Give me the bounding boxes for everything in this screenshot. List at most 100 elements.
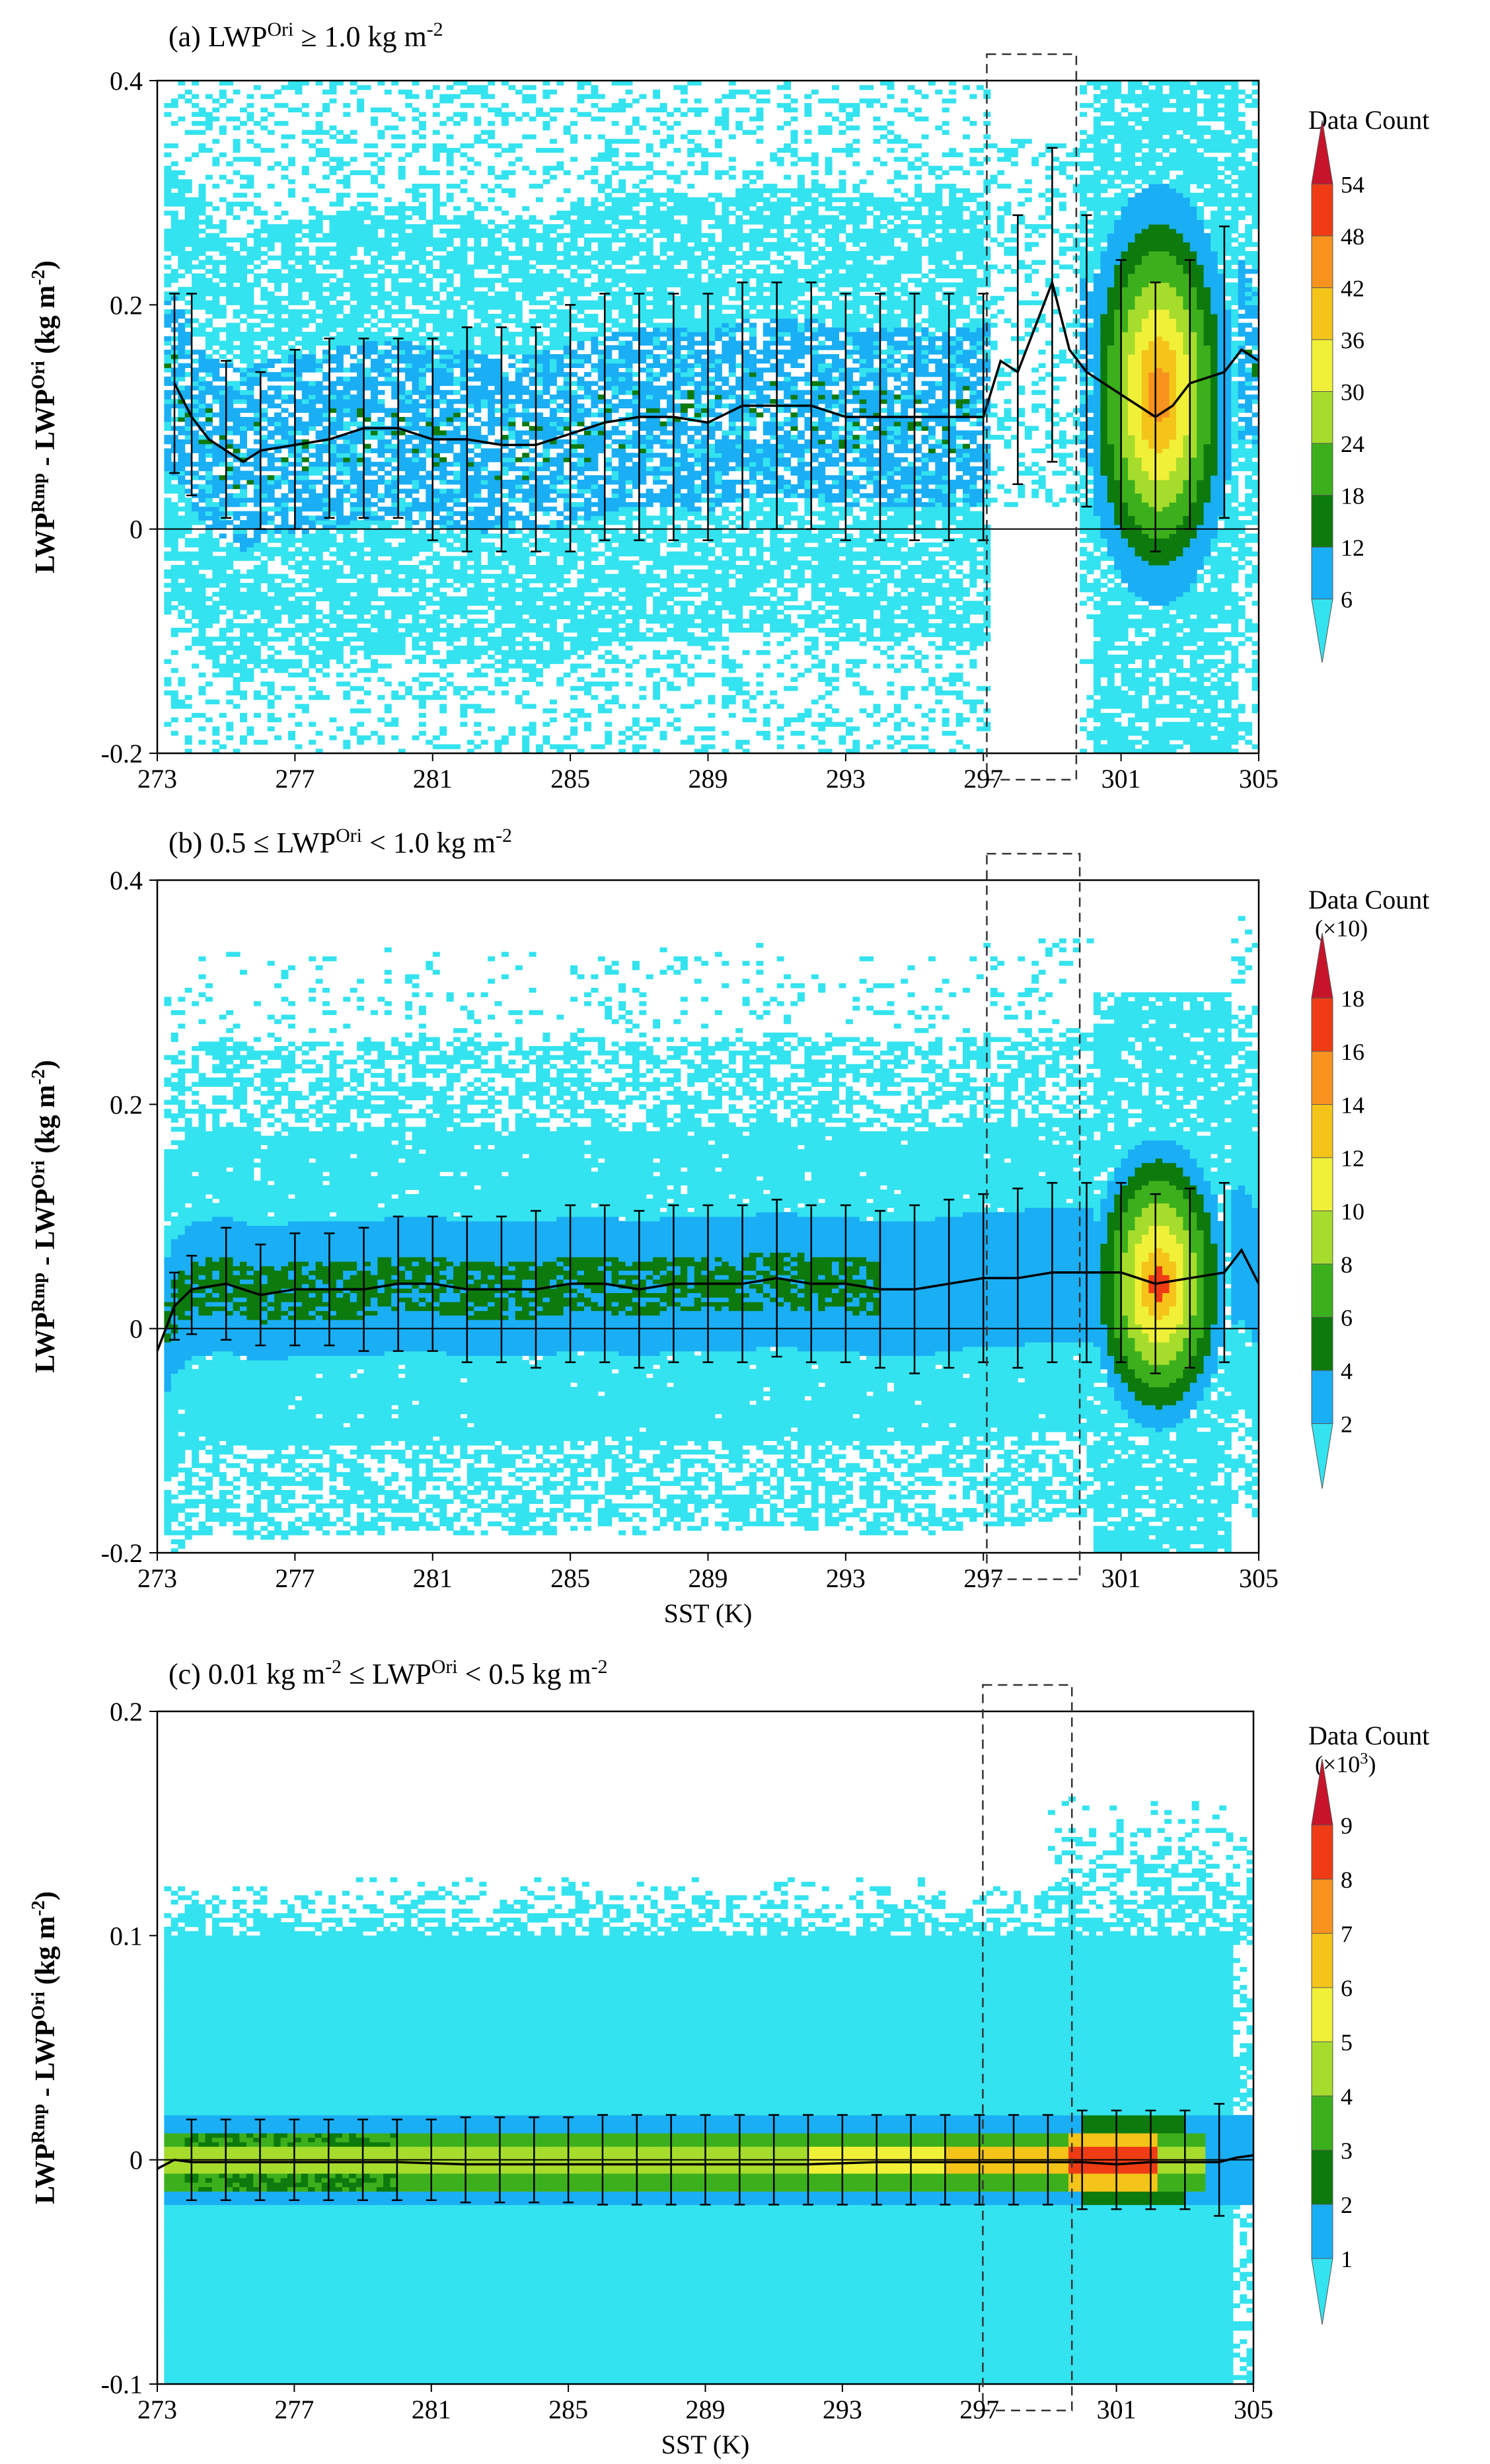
- y-tick-label: 0: [130, 515, 143, 544]
- colorbar-segment: [1312, 2204, 1333, 2259]
- x-tick-label: 289: [689, 764, 728, 794]
- colorbar-segment: [1312, 547, 1333, 599]
- y-tick-label: 0: [130, 2146, 143, 2175]
- x-tick-label: 273: [137, 2395, 177, 2424]
- colorbar-max-arrow: [1312, 933, 1333, 998]
- colorbar-level-label: 36: [1341, 327, 1364, 354]
- y-axis-label: LWPRmp - LWPOri (kg m-2): [28, 1891, 61, 2204]
- colorbar-level-label: 12: [1341, 1145, 1364, 1172]
- colorbar-level-label: 24: [1341, 431, 1364, 457]
- x-tick-label: 285: [550, 1563, 590, 1593]
- colorbar-level-label: 10: [1341, 1199, 1364, 1225]
- y-tick-label: 0.2: [110, 290, 143, 320]
- y-tick-label: 0.4: [110, 866, 143, 895]
- colorbar-segment: [1312, 236, 1333, 288]
- colorbar-segment: [1312, 998, 1333, 1052]
- y-tick-label: -0.1: [101, 2370, 143, 2399]
- x-tick-label: 301: [1101, 1563, 1141, 1593]
- colorbar-level-label: 9: [1341, 1812, 1353, 1839]
- colorbar-segment: [1312, 1879, 1333, 1933]
- colorbar-level-label: 1: [1341, 2246, 1353, 2272]
- panel-title: (b) 0.5 ≤ LWPOri < 1.0 kg m-2: [168, 825, 512, 860]
- colorbar-level-label: 3: [1341, 2138, 1353, 2164]
- colorbar-segment: [1312, 443, 1333, 496]
- x-tick-label: 277: [275, 764, 315, 794]
- x-tick-label: 281: [412, 2395, 451, 2424]
- y-tick-label: 0.4: [110, 66, 143, 96]
- colorbar-segment: [1312, 1051, 1333, 1105]
- x-tick-label: 281: [413, 1563, 453, 1593]
- x-axis-label: SST (K): [661, 2430, 750, 2459]
- x-tick-label: 293: [826, 764, 866, 794]
- y-tick-label: 0.1: [110, 1921, 143, 1951]
- colorbar-segment: [1312, 1264, 1333, 1318]
- colorbar-segment: [1312, 1105, 1333, 1158]
- x-tick-label: 297: [963, 764, 1003, 794]
- colorbar-segment: [1312, 1933, 1333, 1988]
- x-tick-label: 277: [275, 1563, 315, 1593]
- colorbar-segment: [1312, 392, 1333, 444]
- panel-title: (c) 0.01 kg m-2 ≤ LWPOri < 0.5 kg m-2: [168, 1656, 608, 1691]
- y-tick-label: 0: [130, 1314, 143, 1344]
- colorbar-level-label: 18: [1341, 986, 1364, 1012]
- x-tick-label: 289: [686, 2395, 726, 2424]
- y-axis-label: LWPRmp - LWPOri (kg m-2): [28, 1060, 61, 1373]
- colorbar-segment: [1312, 1370, 1333, 1424]
- x-tick-label: 301: [1097, 2395, 1136, 2424]
- colorbar-level-label: 6: [1341, 1975, 1353, 2001]
- colorbar-segment: [1312, 340, 1333, 392]
- colorbar-level-label: 4: [1341, 1358, 1353, 1384]
- x-tick-label: 305: [1239, 1563, 1279, 1593]
- x-tick-label: 273: [137, 1563, 177, 1593]
- colorbar: Data Count 6 12 18 24 30 36 42 48 54: [1308, 105, 1429, 663]
- colorbar-level-label: 5: [1341, 2029, 1353, 2056]
- colorbar-level-label: 42: [1341, 276, 1364, 302]
- colorbar-level-label: 7: [1341, 1921, 1353, 1947]
- colorbar-level-label: 6: [1341, 587, 1353, 613]
- colorbar-segment: [1312, 1211, 1333, 1265]
- x-axis-label: SST (K): [664, 1598, 753, 1628]
- x-tick-label: 301: [1101, 764, 1141, 794]
- colorbar-segment: [1312, 1318, 1333, 1371]
- panel-c: 273 277 281 285 289 293 2 9 7 301 305 -0.1 0 0.1 0.2 SS…: [28, 1656, 1430, 2460]
- x-tick-label: 273: [137, 764, 177, 794]
- figure: 273 277 281 285 289 293 297 301 305-0.200.20.4LW…: [0, 0, 1490, 2464]
- colorbar-title: Data Count: [1308, 105, 1429, 135]
- x-tick-label: 281: [413, 764, 453, 794]
- colorbar-segment: [1312, 496, 1333, 548]
- colorbar-level-label: 54: [1341, 172, 1364, 198]
- colorbar-level-label: 30: [1341, 379, 1364, 406]
- colorbar-level-label: 2: [1341, 1411, 1353, 1438]
- y-tick-label: 0.2: [110, 1697, 143, 1727]
- colorbar-level-label: 16: [1341, 1039, 1364, 1065]
- x-tick-label: 285: [548, 2395, 588, 2424]
- colorbar-level-label: 2: [1341, 2192, 1353, 2218]
- colorbar-level-label: 48: [1341, 223, 1364, 250]
- colorbar-level-label: 6: [1341, 1305, 1353, 1331]
- x-tick-label: 305: [1239, 764, 1279, 794]
- x-tick-label: 297: [963, 1563, 1003, 1593]
- colorbar-segment: [1312, 2096, 1333, 2150]
- colorbar-level-label: 4: [1341, 2083, 1353, 2110]
- colorbar-segment: [1312, 288, 1333, 340]
- colorbar-segment: [1312, 2150, 1333, 2204]
- x-tick-label: 277: [274, 2395, 314, 2424]
- colorbar-level-label: 12: [1341, 535, 1364, 561]
- colorbar-level-label: 8: [1341, 1251, 1353, 1278]
- x-tick-label: 305: [1234, 2395, 1273, 2424]
- colorbar-title: Data Count: [1308, 885, 1429, 915]
- colorbar-segment: [1312, 1988, 1333, 2042]
- colorbar-level-label: 18: [1341, 483, 1364, 509]
- colorbar-level-label: 14: [1341, 1092, 1364, 1119]
- x-tick-label: 293: [826, 1563, 866, 1593]
- x-tick-label: 285: [550, 764, 590, 794]
- colorbar-min-arrow: [1312, 1424, 1333, 1489]
- colorbar-level-label: 8: [1341, 1867, 1353, 1893]
- colorbar-segment: [1312, 1158, 1333, 1211]
- colorbar-segment: [1312, 2042, 1333, 2096]
- colorbar-segment: [1312, 1825, 1333, 1879]
- x-tick-label: 293: [823, 2395, 862, 2424]
- y-tick-label: -0.2: [101, 739, 143, 768]
- y-tick-label: 0.2: [110, 1090, 143, 1119]
